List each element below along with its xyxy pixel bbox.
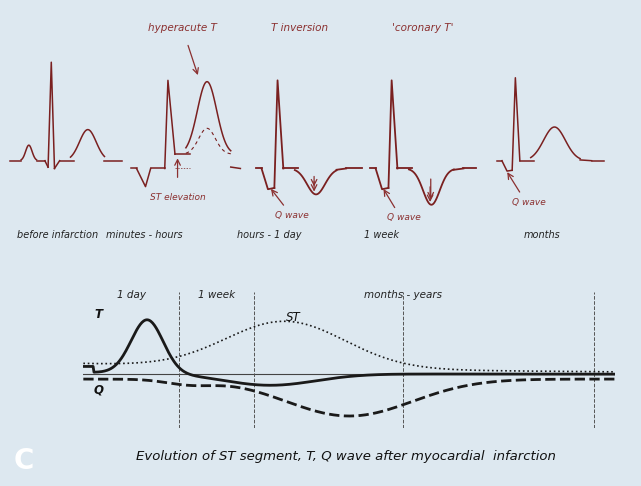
Text: Evolution of ST segment, T, Q wave after myocardial  infarction: Evolution of ST segment, T, Q wave after… bbox=[136, 451, 556, 463]
Text: ST: ST bbox=[285, 311, 300, 324]
Text: 1 week: 1 week bbox=[364, 230, 399, 241]
Text: ST elevation: ST elevation bbox=[150, 192, 205, 202]
Text: minutes - hours: minutes - hours bbox=[106, 230, 183, 241]
Text: hyperacute T: hyperacute T bbox=[148, 23, 217, 33]
Text: T: T bbox=[94, 308, 102, 321]
Text: Q wave: Q wave bbox=[512, 198, 545, 207]
Text: months: months bbox=[523, 230, 560, 241]
Text: Q: Q bbox=[94, 383, 104, 397]
Text: Q wave: Q wave bbox=[275, 211, 308, 220]
Text: hours - 1 day: hours - 1 day bbox=[237, 230, 301, 241]
Text: T inversion: T inversion bbox=[271, 23, 328, 33]
Text: 'coronary T': 'coronary T' bbox=[392, 23, 454, 33]
Text: Q wave: Q wave bbox=[387, 213, 420, 222]
Text: before infarction: before infarction bbox=[17, 230, 98, 241]
Text: C: C bbox=[14, 447, 34, 475]
Text: 1 week: 1 week bbox=[198, 291, 235, 300]
Text: 1 day: 1 day bbox=[117, 291, 146, 300]
Text: months - years: months - years bbox=[363, 291, 442, 300]
